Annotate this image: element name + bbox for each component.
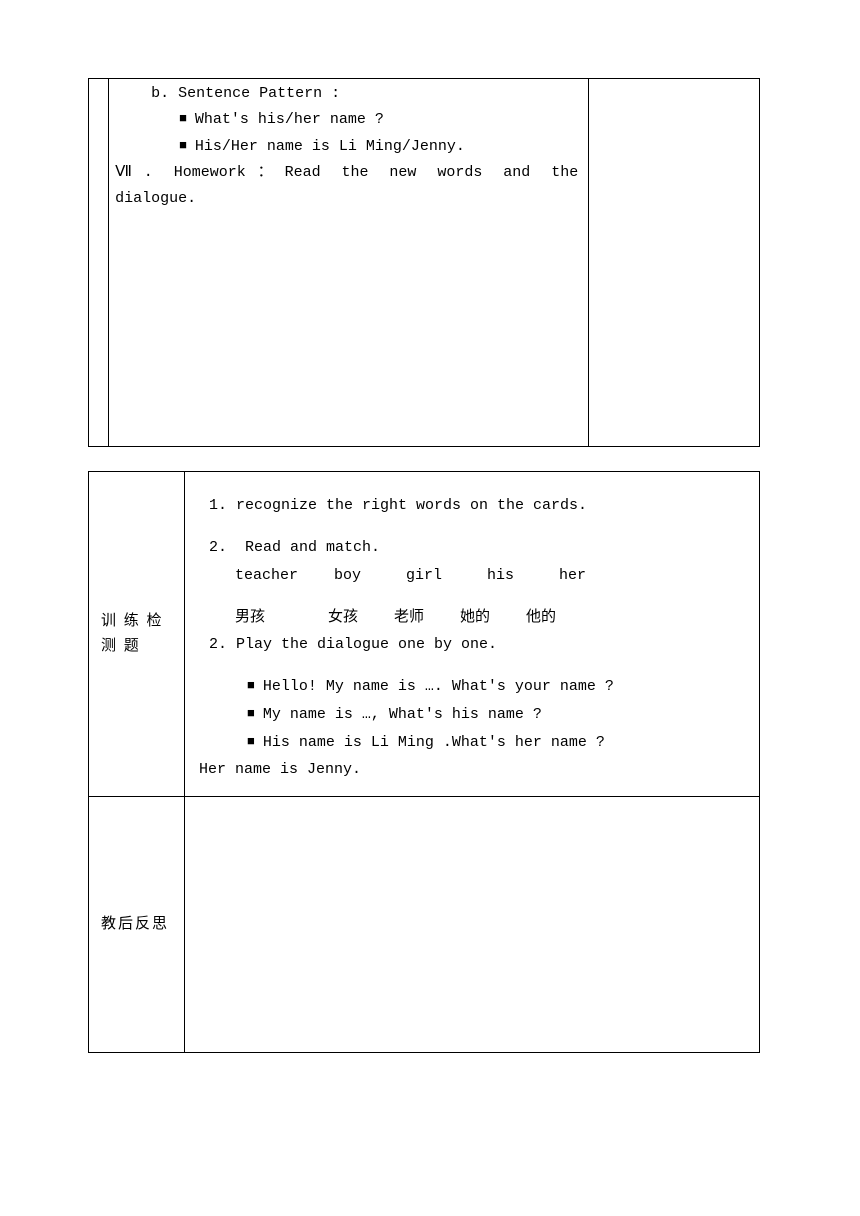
content-line: teacher boy girl his her (199, 562, 745, 590)
upper-col-blank-right (589, 79, 760, 447)
homework-line: dialogue. (115, 186, 578, 212)
dialogue-bullet: His name is Li Ming .What's her name ? (199, 729, 745, 757)
reflection-label: 教后反思 (101, 916, 169, 932)
content-line: 男孩 女孩 老师 她的 他的 (199, 604, 745, 632)
reflection-label-cell: 教后反思 (89, 797, 185, 1053)
reflection-content-cell (185, 797, 760, 1053)
content-line: 1. recognize the right words on the card… (199, 492, 745, 520)
content-line: 2. Play the dialogue one by one. (199, 631, 745, 659)
upper-col-blank-left (89, 79, 109, 447)
sentence-pattern-heading: b. Sentence Pattern : (115, 81, 578, 107)
exercise-label-cell: 训 练 检测 题 (89, 472, 185, 797)
dialogue-bullet: Hello! My name is …. What's your name ? (199, 673, 745, 701)
exercise-content-cell: 1. recognize the right words on the card… (185, 472, 760, 797)
upper-table: b. Sentence Pattern : What's his/her nam… (88, 78, 760, 447)
upper-col-content: b. Sentence Pattern : What's his/her nam… (109, 79, 589, 447)
lower-table: 训 练 检测 题 1. recognize the right words on… (88, 471, 760, 1053)
sentence-pattern-item: His/Her name is Li Ming/Jenny. (115, 134, 578, 160)
exercise-label: 训 练 检测 题 (101, 613, 164, 655)
dialogue-bullet: My name is …, What's his name ? (199, 701, 745, 729)
content-line: 2. Read and match. (199, 534, 745, 562)
sentence-pattern-item: What's his/her name ? (115, 107, 578, 133)
homework-line: Ⅶ. Homework：Read the new words and the (115, 160, 578, 186)
content-line: Her name is Jenny. (199, 756, 745, 784)
